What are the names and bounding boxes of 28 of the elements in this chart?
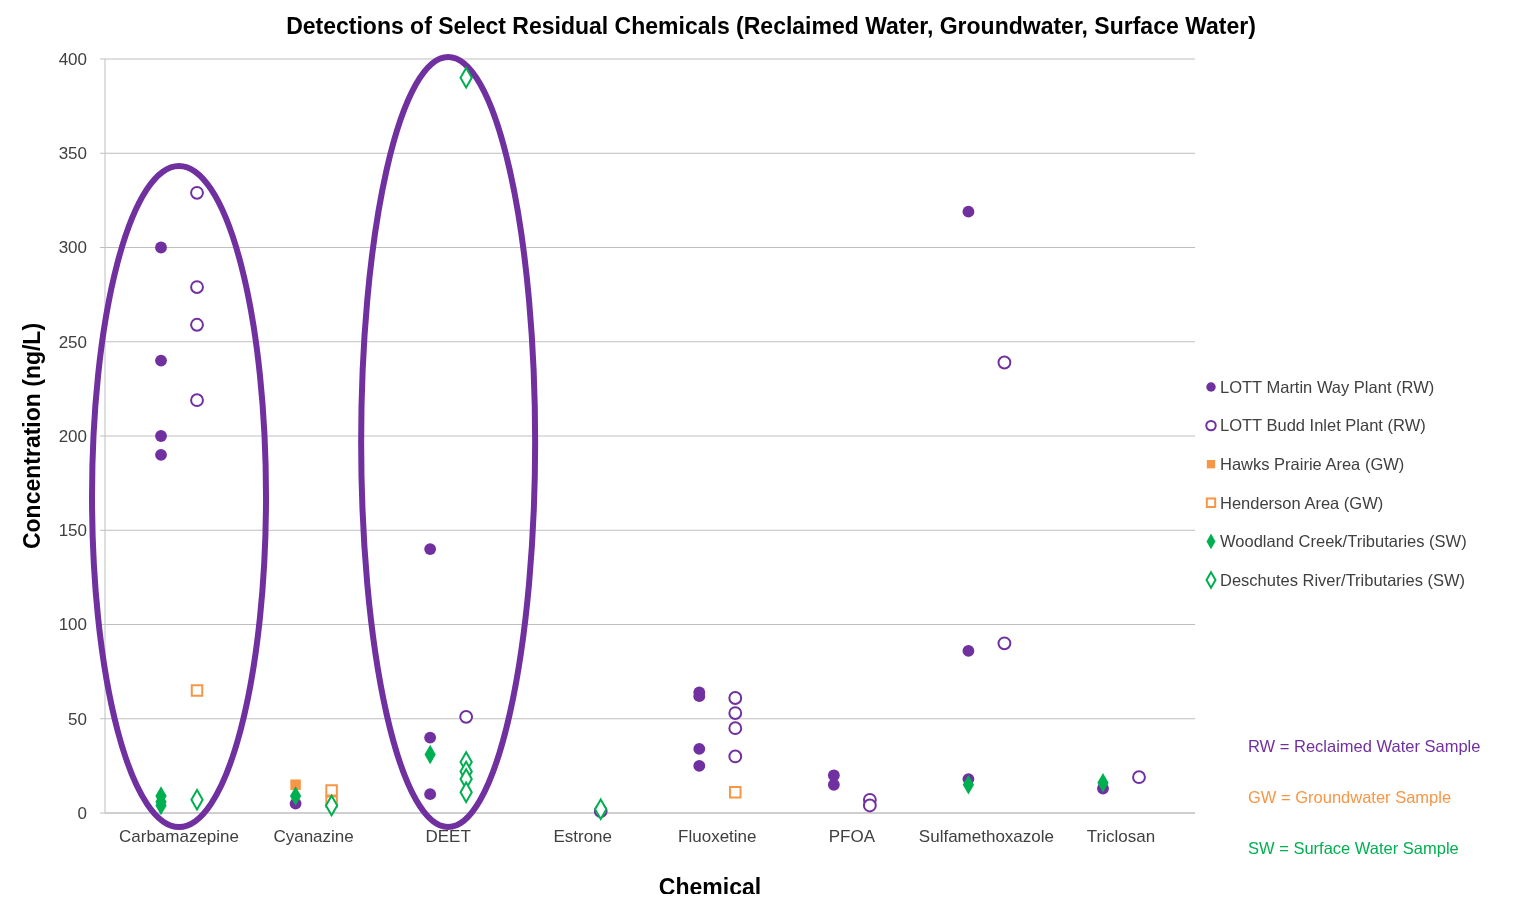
x-tick-label: Fluoxetine bbox=[678, 827, 757, 846]
y-tick-label: 350 bbox=[58, 144, 87, 164]
x-tick-label: Cyanazine bbox=[273, 827, 354, 846]
x-tick-label: Estrone bbox=[553, 827, 613, 846]
y-tick-label: 0 bbox=[77, 803, 87, 823]
y-tick-label: 250 bbox=[58, 332, 87, 352]
y-tick-label: 200 bbox=[58, 426, 87, 446]
text: RW = Reclaimed Water Sample bbox=[1248, 736, 1481, 755]
legend-label: LOTT Martin Way Plant (RW) bbox=[1220, 377, 1435, 396]
text: SW = Surface Water Sample bbox=[1248, 838, 1459, 857]
legend-label: Woodland Creek/Tributaries (SW) bbox=[1220, 532, 1467, 551]
text: GW = Groundwater Sample bbox=[1248, 787, 1452, 806]
y-tick-label: 50 bbox=[68, 709, 87, 729]
y-tick-label: 100 bbox=[58, 615, 87, 635]
y-tick-label: 400 bbox=[58, 49, 87, 69]
y-tick-label: 150 bbox=[58, 521, 87, 541]
legend-label: Henderson Area (GW) bbox=[1220, 493, 1384, 512]
legend-label: Deschutes River/Tributaries (SW) bbox=[1220, 570, 1466, 589]
y-axis-title: Concentration (ng/L) bbox=[19, 322, 45, 550]
x-tick-label: Sulfamethoxazole bbox=[918, 827, 1054, 846]
x-tick-label: Triclosan bbox=[1086, 827, 1156, 846]
x-tick-label: DEET bbox=[425, 827, 471, 846]
x-tick-label: PFOA bbox=[828, 827, 876, 846]
x-tick-label: Carbamazepine bbox=[119, 827, 240, 846]
legend-label: Hawks Prairie Area (GW) bbox=[1220, 454, 1405, 473]
chart-title: Detections of Select Residual Chemicals (Reclaimed Water, Groundwater, Surface Water) bbox=[286, 13, 1256, 39]
legend-label: LOTT Budd Inlet Plant (RW) bbox=[1220, 416, 1426, 435]
y-tick-label: 300 bbox=[58, 238, 87, 258]
